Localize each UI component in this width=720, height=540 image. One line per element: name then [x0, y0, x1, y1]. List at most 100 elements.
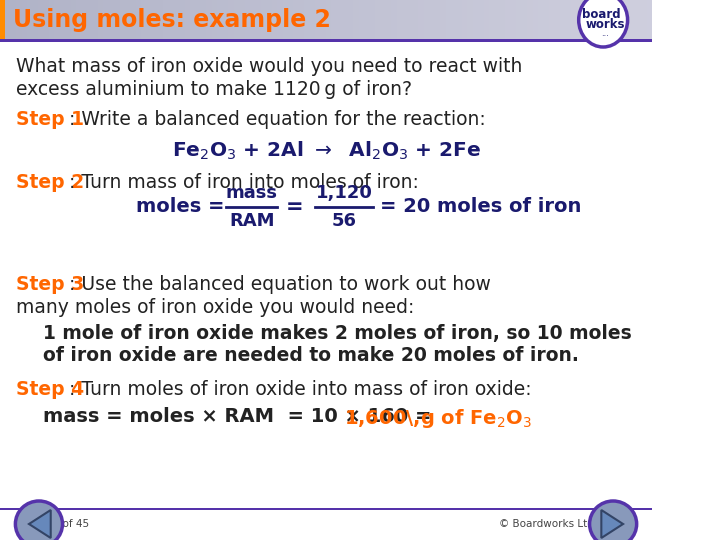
Bar [228, 0, 234, 40]
Bar [521, 0, 527, 40]
Text: Step 1: Step 1 [17, 110, 84, 129]
Bar [43, 0, 49, 40]
Bar [647, 0, 652, 40]
Bar [533, 0, 538, 40]
Bar [582, 0, 587, 40]
Bar [217, 0, 222, 40]
Bar [608, 0, 614, 40]
Bar [391, 0, 397, 40]
Bar [500, 0, 505, 40]
Bar [141, 0, 147, 40]
Text: = 20 moles of iron: = 20 moles of iron [380, 198, 582, 217]
Bar [576, 0, 582, 40]
Bar [478, 0, 484, 40]
Bar [451, 0, 456, 40]
Bar [565, 0, 570, 40]
Text: mass = moles × RAM  = 10 × 160 =: mass = moles × RAM = 10 × 160 = [43, 407, 438, 426]
Bar [92, 0, 98, 40]
Bar [66, 0, 71, 40]
Text: Using moles: example 2: Using moles: example 2 [13, 8, 330, 32]
Bar [76, 0, 81, 40]
Bar [326, 0, 331, 40]
Bar [130, 0, 136, 40]
Bar [114, 0, 120, 40]
Bar [570, 0, 576, 40]
Bar [299, 0, 305, 40]
Bar [505, 0, 510, 40]
Text: Step 4: Step 4 [17, 380, 84, 399]
Text: 14 of 45: 14 of 45 [46, 519, 89, 529]
Bar [0, 0, 6, 40]
Text: Fe$_2$O$_3$ + 2Al $\rightarrow$  Al$_2$O$_3$ + 2Fe: Fe$_2$O$_3$ + 2Al $\rightarrow$ Al$_2$O$… [172, 140, 482, 163]
Ellipse shape [590, 501, 636, 540]
Bar [103, 0, 109, 40]
Bar [222, 0, 228, 40]
Bar [147, 0, 152, 40]
Bar [60, 0, 66, 40]
Bar [120, 0, 125, 40]
Bar [196, 0, 201, 40]
Text: ...: ... [601, 30, 609, 38]
Bar [245, 0, 250, 40]
Bar [87, 0, 92, 40]
Bar [598, 0, 603, 40]
Bar [271, 0, 277, 40]
Polygon shape [29, 510, 50, 538]
Bar [538, 0, 544, 40]
Bar [305, 0, 310, 40]
Text: 1,600\,g of Fe$_2$O$_3$: 1,600\,g of Fe$_2$O$_3$ [344, 407, 532, 430]
Bar [603, 0, 608, 40]
Bar [0, 39, 652, 42]
Bar [484, 0, 489, 40]
Bar [71, 0, 76, 40]
Bar [516, 0, 521, 40]
Text: Step 3: Step 3 [17, 275, 84, 294]
Bar [473, 0, 478, 40]
Text: 1 mole of iron oxide makes 2 moles of iron, so 10 moles: 1 mole of iron oxide makes 2 moles of ir… [43, 324, 632, 343]
Bar [125, 0, 130, 40]
Text: of iron oxide are needed to make 20 moles of iron.: of iron oxide are needed to make 20 mole… [43, 346, 580, 365]
Bar [402, 0, 408, 40]
Bar [359, 0, 364, 40]
Bar [320, 0, 326, 40]
Bar [32, 0, 38, 40]
Bar [190, 0, 196, 40]
Bar [98, 0, 103, 40]
Bar [212, 0, 217, 40]
Bar [614, 0, 619, 40]
Bar [185, 0, 190, 40]
Text: : Write a balanced equation for the reaction:: : Write a balanced equation for the reac… [69, 110, 485, 129]
Bar [109, 0, 114, 40]
Bar [489, 0, 495, 40]
Bar [158, 0, 163, 40]
Bar [342, 0, 348, 40]
Bar [354, 0, 359, 40]
Bar [630, 0, 636, 40]
Text: many moles of iron oxide you would need:: many moles of iron oxide you would need: [17, 298, 415, 317]
Text: excess aluminium to make 1120 g of iron?: excess aluminium to make 1120 g of iron? [17, 80, 413, 99]
Bar [282, 0, 288, 40]
Bar [397, 0, 402, 40]
Bar [587, 0, 593, 40]
Bar [163, 0, 168, 40]
Bar [179, 0, 185, 40]
Bar [17, 0, 22, 40]
Bar [424, 0, 429, 40]
Text: © Boardworks Ltd 2009: © Boardworks Ltd 2009 [499, 519, 624, 529]
Bar [207, 0, 212, 40]
Text: : Use the balanced equation to work out how: : Use the balanced equation to work out … [69, 275, 491, 294]
Bar [375, 0, 380, 40]
Bar [549, 0, 554, 40]
Bar [348, 0, 354, 40]
Text: What mass of iron oxide would you need to react with: What mass of iron oxide would you need t… [17, 57, 523, 76]
Bar [462, 0, 467, 40]
Bar [239, 0, 245, 40]
Bar [22, 0, 27, 40]
Ellipse shape [15, 501, 63, 540]
Bar [168, 0, 174, 40]
Bar [266, 0, 271, 40]
Bar [642, 0, 647, 40]
Text: 1,120: 1,120 [315, 184, 372, 202]
Bar [11, 0, 17, 40]
Text: Step 2: Step 2 [17, 173, 84, 192]
